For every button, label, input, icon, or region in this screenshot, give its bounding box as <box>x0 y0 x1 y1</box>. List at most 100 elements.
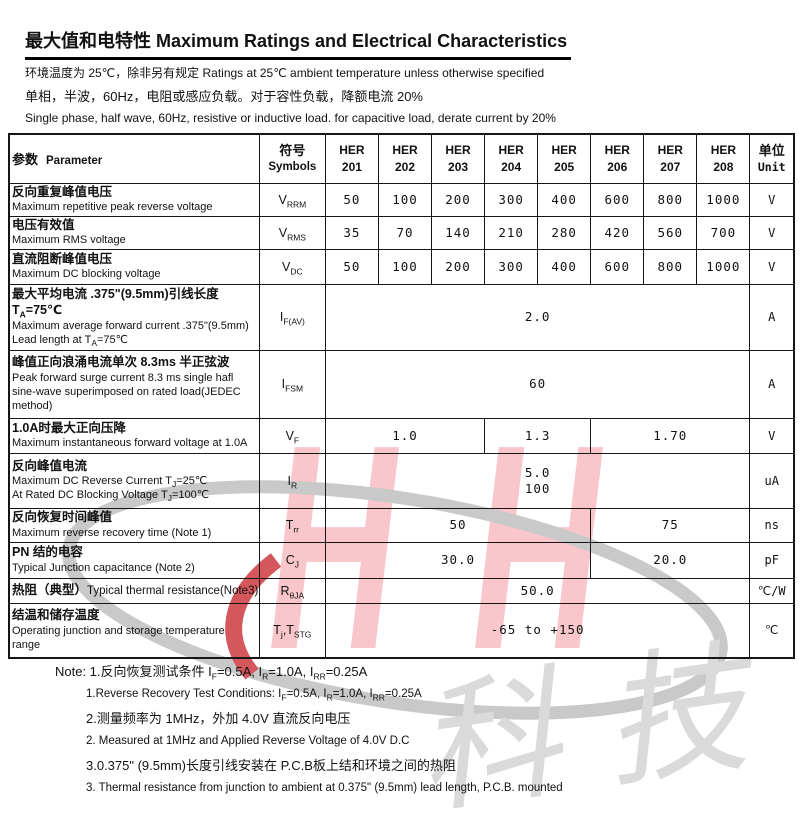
table-row-vdc: 直流阻断峰值电压 Maximum DC blocking voltage VDC 50… <box>8 248 795 285</box>
text-segment: Operating junction and storage temperatu… <box>12 624 225 637</box>
value-cell-vrms-6: 560 <box>643 215 698 250</box>
symbol-cell-trr: Trr <box>258 507 326 543</box>
param-line-zh: 反向恢复时间峰值 <box>12 510 257 526</box>
subscript: RR <box>313 671 326 682</box>
subscript: R <box>326 692 333 703</box>
unit-cell-ir: uA <box>749 452 795 509</box>
param-line-zh: 反向峰值电流 <box>12 459 257 475</box>
ratings-table-head: 参数 Parameter 符号 Symbols HER 201 HER 202 HER 203 HE… <box>8 133 795 184</box>
text-segment: 2.测量频率为 1MHz，外加 4.0V 直流反向电压 <box>86 711 351 726</box>
subscript: R <box>291 480 298 490</box>
text-segment: sine-wave superimposed on rated load(JED… <box>12 385 241 398</box>
note-line-2: 1.Reverse Recovery Test Conditions: IF=0… <box>86 688 563 703</box>
value-cell-vrms-5: 420 <box>590 215 645 250</box>
value-cell-vdc-1: 100 <box>377 248 433 285</box>
note-line-1: Note: 1.反向恢复测试条件 IF=0.5A, IR=1.0A, IRR=0… <box>55 661 563 682</box>
ratings-table-body: 反向重复峰值电压 Maximum repetitive peak reverse … <box>8 182 795 659</box>
value-cell-tjtstg-0: -65 to +150 <box>324 602 751 659</box>
page-title: 最大值和电特性 Maximum Ratings and Electrical C… <box>25 27 572 60</box>
text-segment: Maximum DC blocking voltage <box>12 268 161 281</box>
param-line-zh: 热阻（典型）Typical thermal resistance(Note3) <box>12 583 258 599</box>
subscript: F <box>211 671 217 682</box>
param-line-zh: 最大平均电流 .375"(9.5mm)引线长度 <box>12 287 257 303</box>
text-segment: C <box>285 553 295 567</box>
value-cell-vrms-7: 700 <box>696 215 751 250</box>
value-cell-vdc-5: 600 <box>590 248 645 285</box>
text-segment: 3.0.375" (9.5mm)长度引线安装在 P.C.B板上结和环境之间的热阻 <box>86 758 456 773</box>
param-cell-trr: 反向恢复时间峰值 Maximum reverse recovery time (N… <box>8 507 260 543</box>
text-segment: T <box>12 302 20 317</box>
note-line-5: 3.0.375" (9.5mm)长度引线安装在 P.C.B板上结和环境之间的热阻 <box>86 755 563 774</box>
col-header-her-206: HER 206 <box>590 133 645 184</box>
text-segment: 反向恢复时间峰值 <box>12 510 113 525</box>
param-line-zh: TA=75℃ <box>12 303 257 319</box>
value-cell-vrrm-6: 800 <box>643 182 698 217</box>
value-cell-vf-0: 1.0 <box>324 417 486 454</box>
value-cell-trr-0: 50 <box>324 507 592 543</box>
param-cell-cj: PN 结的电容 Typical Junction capacitance (Not… <box>8 541 260 579</box>
model-number: 207 <box>660 159 681 174</box>
model-series: HER <box>710 142 737 157</box>
subscript: θJA <box>289 590 305 600</box>
model-number: 204 <box>501 159 522 174</box>
model-number: 203 <box>448 159 469 174</box>
text-segment: =75℃ <box>96 333 128 346</box>
text-segment: =0.25A <box>384 688 422 700</box>
text-segment: 电压有效值 <box>12 217 75 232</box>
param-line-zh: 结温和储存温度 <box>12 608 257 624</box>
param-cell-rthja: 热阻（典型）Typical thermal resistance(Note3) <box>8 577 260 604</box>
text-segment: Maximum instantaneous forward voltage at… <box>12 437 248 450</box>
param-cell-vf: 1.0A时最大正向压降 Maximum instantaneous forward… <box>8 417 260 454</box>
text-segment: I <box>281 377 286 391</box>
text-segment: T <box>273 623 281 638</box>
symbol-cell-ir: IR <box>258 452 326 509</box>
subscript: J <box>167 493 172 504</box>
text-segment: 3. Thermal resistance from junction to a… <box>86 782 563 794</box>
unit-cell-ifav: A <box>749 283 795 351</box>
value-cell-vf-2: 1.70 <box>590 417 751 454</box>
col-header-parameter: 参数 Parameter <box>8 133 260 184</box>
text-segment: 峰值正向浪涌电流单次 8.3ms 半正弦波 <box>12 355 230 370</box>
table-row-ifav: 最大平均电流 .375"(9.5mm)引线长度 TA=75℃ Maximum av… <box>8 283 795 351</box>
value-cell-vrms-0: 35 <box>324 215 379 250</box>
subscript: A <box>91 337 97 348</box>
symbol-cell-vdc: VDC <box>258 248 326 285</box>
value-cell-vdc-0: 50 <box>324 248 379 285</box>
param-cell-tjtstg: 结温和储存温度 Operating junction and storage te… <box>8 602 260 659</box>
text-segment: method) <box>12 399 53 412</box>
model-series: HER <box>339 142 365 157</box>
value-cell-vrms-1: 70 <box>377 215 433 250</box>
value-cell-vf-1: 1.3 <box>484 417 592 454</box>
text-segment: T <box>285 518 294 532</box>
unit-header-en: Unit <box>757 159 786 174</box>
value-cell-ifav-0: 2.0 <box>324 283 751 351</box>
model-series: HER <box>498 142 524 157</box>
text-segment: I <box>279 310 284 324</box>
text-segment: R <box>280 583 290 598</box>
value-cell-vrrm-7: 1000 <box>696 182 751 217</box>
unit-cell-tjtstg: ℃ <box>749 602 795 659</box>
value-cell-vdc-3: 300 <box>484 248 539 285</box>
symbols-header-zh: 符号 <box>279 142 306 158</box>
subscript: F <box>293 435 300 445</box>
value-cell-rthja-0: 50.0 <box>324 577 751 604</box>
symbol-cell-ifsm: IFSM <box>258 349 326 419</box>
param-cell-ifav: 最大平均电流 .375"(9.5mm)引线长度 TA=75℃ Maximum av… <box>8 283 260 351</box>
subscript: F <box>281 692 287 703</box>
table-row-ir: 反向峰值电流 Maximum DC Reverse Current TJ=25℃ A… <box>8 452 795 509</box>
text-segment: Maximum DC Reverse Current T <box>12 475 172 488</box>
text-segment: 结温和储存温度 <box>12 608 100 623</box>
param-line-en: method) <box>12 399 257 413</box>
value-cell-vdc-4: 400 <box>537 248 592 285</box>
col-header-symbols: 符号 Symbols <box>258 133 326 184</box>
unit-cell-trr: ns <box>749 507 795 543</box>
value-cell-trr-1: 75 <box>590 507 751 543</box>
param-line-en: Lead length at TA=75℃ <box>12 333 257 347</box>
value-cell-vrms-2: 140 <box>431 215 486 250</box>
text-segment: 直流阻断峰值电压 <box>12 251 113 266</box>
col-header-her-204: HER 204 <box>484 133 539 184</box>
param-line-zh: PN 结的电容 <box>12 545 257 561</box>
param-line-zh: 电压有效值 <box>12 218 257 234</box>
param-line-en: Maximum average forward current .375"(9.… <box>12 319 257 333</box>
